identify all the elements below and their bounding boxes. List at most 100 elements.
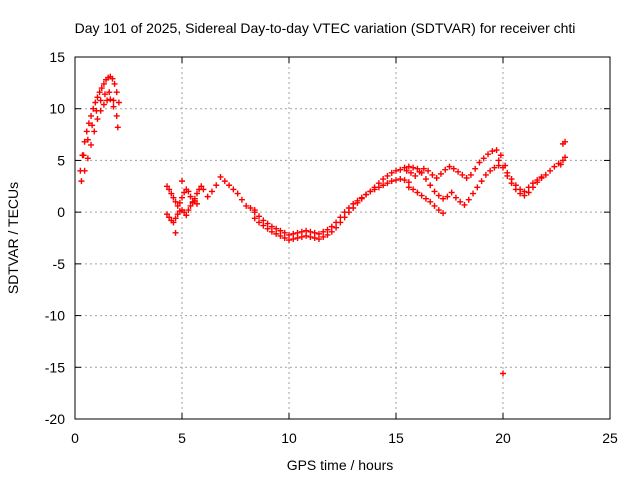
data-point	[286, 231, 292, 238]
data-point	[172, 215, 179, 222]
series-arc-5	[251, 163, 421, 244]
data-point	[461, 201, 468, 208]
data-point	[181, 189, 188, 196]
data-point	[78, 178, 85, 185]
data-point	[251, 209, 258, 216]
data-point	[551, 163, 558, 170]
data-point	[538, 173, 545, 180]
data-point	[508, 176, 515, 183]
data-point	[109, 75, 116, 82]
data-point	[315, 230, 322, 237]
data-point	[457, 198, 464, 205]
data-point	[384, 180, 391, 187]
data-point	[198, 183, 205, 190]
data-point	[81, 167, 88, 174]
data-point	[487, 167, 494, 174]
data-point	[179, 194, 185, 201]
series-arc-11	[504, 169, 545, 195]
data-point	[281, 229, 288, 236]
data-point	[512, 182, 519, 189]
data-point	[324, 226, 331, 233]
data-point	[562, 138, 569, 145]
data-point	[273, 225, 280, 232]
y-tick-label: 0	[57, 204, 65, 220]
series-arc-12	[557, 138, 569, 168]
data-point	[294, 229, 301, 236]
data-point	[106, 89, 113, 96]
data-point	[367, 188, 374, 195]
data-point	[422, 176, 429, 183]
data-point	[559, 157, 566, 164]
data-point	[337, 214, 344, 221]
data-point	[397, 166, 404, 173]
data-point	[268, 223, 275, 230]
data-point	[354, 197, 361, 204]
data-point	[183, 212, 190, 219]
data-point	[429, 171, 436, 178]
y-tick-label: 5	[57, 152, 65, 168]
data-point	[489, 148, 496, 155]
data-point	[467, 171, 474, 178]
data-point	[315, 236, 322, 243]
data-point	[298, 233, 305, 240]
data-point	[110, 103, 117, 110]
data-point	[472, 165, 479, 172]
data-point	[179, 178, 185, 185]
data-point	[268, 228, 275, 235]
data-point	[307, 228, 314, 235]
data-point	[281, 235, 288, 241]
data-point	[294, 235, 301, 241]
data-point	[187, 193, 194, 200]
data-point	[427, 198, 434, 205]
data-point	[375, 184, 382, 191]
data-point	[191, 197, 198, 204]
series-arc-9	[418, 162, 502, 208]
data-point	[104, 97, 111, 104]
data-point	[435, 192, 442, 199]
data-point	[388, 178, 395, 185]
data-point	[384, 172, 391, 179]
data-point	[164, 211, 171, 218]
data-point	[217, 173, 224, 180]
data-point	[425, 167, 432, 174]
data-point	[444, 193, 451, 200]
data-point	[328, 228, 335, 235]
series-arc-1c	[80, 89, 121, 159]
data-point	[547, 167, 554, 174]
data-point	[247, 205, 254, 212]
data-point	[172, 198, 179, 205]
y-tick-label: -15	[45, 359, 65, 375]
data-point	[226, 182, 233, 189]
data-point	[181, 209, 188, 216]
x-tick-label: 25	[602, 430, 618, 446]
data-point	[84, 136, 91, 143]
data-point	[410, 186, 417, 193]
data-point	[174, 211, 181, 218]
y-tick-labels: -20 -15 -10 -5 0 5 10 15	[45, 49, 65, 427]
data-point	[476, 159, 483, 166]
data-point	[410, 164, 417, 171]
data-point	[480, 155, 487, 162]
data-point	[328, 223, 335, 230]
data-point	[405, 184, 412, 191]
data-point	[115, 99, 122, 106]
data-point	[401, 164, 408, 171]
data-point	[286, 237, 292, 244]
data-point	[495, 162, 502, 169]
data-point	[111, 80, 118, 87]
data-point	[440, 195, 447, 202]
data-point	[320, 228, 327, 235]
data-point	[110, 97, 117, 104]
data-point	[83, 128, 90, 135]
data-point	[264, 220, 271, 227]
data-point	[92, 99, 99, 106]
data-point	[525, 189, 532, 196]
data-point	[113, 112, 120, 119]
data-point	[97, 97, 104, 104]
data-point	[380, 176, 387, 183]
data-point	[470, 190, 477, 197]
data-point	[495, 157, 502, 164]
data-point	[405, 179, 412, 186]
y-tick-label: -10	[45, 308, 65, 324]
data-point	[290, 230, 297, 237]
